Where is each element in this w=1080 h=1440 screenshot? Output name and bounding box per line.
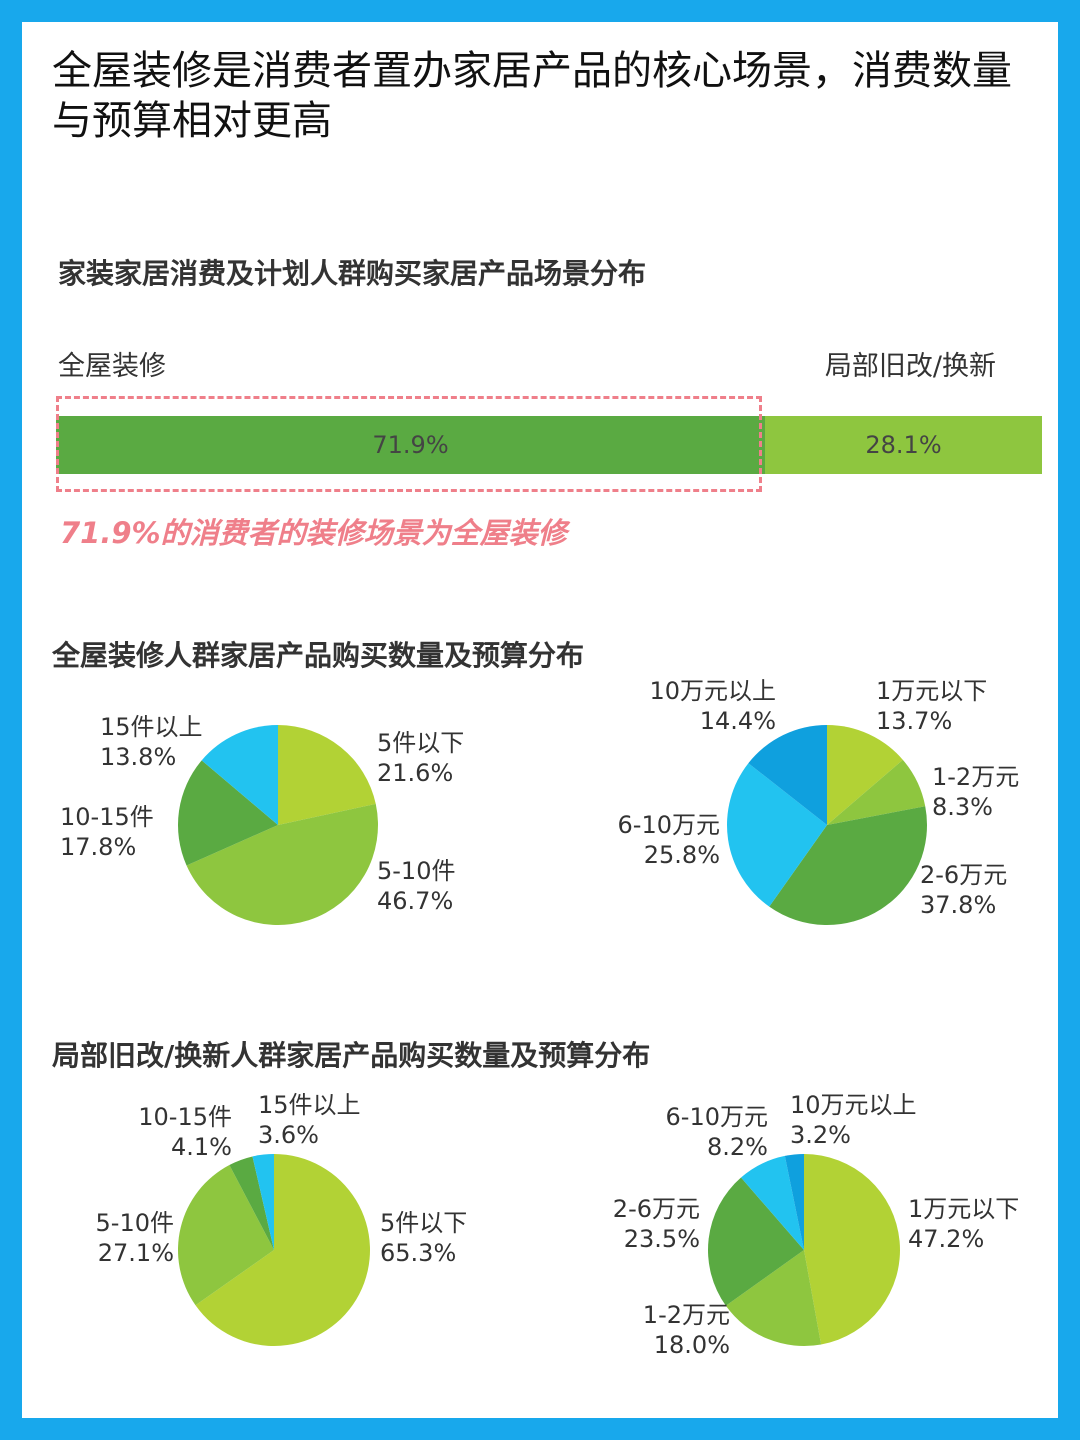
pie-slice-2-6万元 (769, 806, 927, 925)
bar-value-label-full: 71.9% (372, 431, 449, 459)
bar-segment-partial-renovation: 28.1% (765, 416, 1042, 474)
partial-renovation-section-title: 局部旧改/换新人群家居产品购买数量及预算分布 (52, 1039, 651, 1072)
pie-slice-15件以上 (201, 725, 278, 825)
label-p-20k-60k: 2-6万元 23.5% (612, 1195, 700, 1253)
pie-slice-1万元以下 (804, 1154, 901, 1345)
pie-slice-15件以上 (252, 1154, 274, 1250)
partial-renovation-label: 局部旧改/换新 (824, 351, 996, 382)
pie-slice-10-15件 (177, 760, 278, 866)
pie-slice-5件以下 (278, 725, 376, 825)
highlight-dashed-box (56, 396, 762, 492)
bar-segment-full-renovation: 71.9% (56, 416, 765, 474)
label-p-10-15: 10-15件 4.1% (138, 1103, 232, 1161)
page-title: 全屋装修是消费者置办家居产品的核心场景，消费数量与预算相对更高 (52, 48, 1012, 144)
label-p-60k-100k: 6-10万元 8.2% (665, 1103, 768, 1161)
label-p-5-below: 5件以下 65.3% (380, 1209, 468, 1267)
pie-slice-10万元以上 (748, 725, 827, 825)
label-under-10k: 1万元以下 13.7% (876, 677, 988, 735)
label-above-100k: 10万元以上 14.4% (649, 677, 776, 735)
highlight-note: 71.9%的消费者的装修场景为全屋装修 (60, 516, 567, 550)
label-p-10k-20k: 1-2万元 18.0% (642, 1301, 730, 1359)
full-renovation-label: 全屋装修 (58, 351, 166, 382)
pie-slice-5件以下 (195, 1154, 371, 1347)
label-20k-60k: 2-6万元 37.8% (920, 861, 1008, 919)
pie-slice-2-6万元 (708, 1177, 804, 1306)
pie-slice-1-2万元 (725, 1250, 822, 1346)
pie-slice-5-10件 (186, 803, 378, 926)
label-p-under-10k: 1万元以下 47.2% (908, 1195, 1020, 1253)
label-15-above: 15件以上 13.8% (100, 713, 203, 771)
bar-value-label-partial: 28.1% (865, 431, 942, 459)
label-p-15-above: 15件以上 3.6% (258, 1091, 361, 1149)
label-10k-20k: 1-2万元 8.3% (932, 763, 1020, 821)
label-60k-100k: 6-10万元 25.8% (617, 811, 720, 869)
pie-slice-5-10件 (178, 1164, 274, 1306)
scene-chart-title: 家装家居消费及计划人群购买家居产品场景分布 (58, 257, 647, 290)
pie-slice-1万元以下 (827, 725, 903, 825)
label-5-below: 5件以下 21.6% (377, 729, 465, 787)
label-p-above-100k: 10万元以上 3.2% (790, 1091, 917, 1149)
label-10-15: 10-15件 17.8% (60, 803, 154, 861)
pie-slice-1-2万元 (827, 759, 926, 825)
label-p-5-10: 5-10件 27.1% (95, 1209, 174, 1267)
full-renovation-section-title: 全屋装修人群家居产品购买数量及预算分布 (52, 639, 585, 672)
label-5-10: 5-10件 46.7% (377, 857, 456, 915)
pie-slice-6-10万元 (727, 763, 827, 907)
pie-slice-10万元以上 (784, 1154, 804, 1250)
pie-slice-6-10万元 (741, 1155, 804, 1250)
pie-slice-10-15件 (229, 1156, 274, 1250)
